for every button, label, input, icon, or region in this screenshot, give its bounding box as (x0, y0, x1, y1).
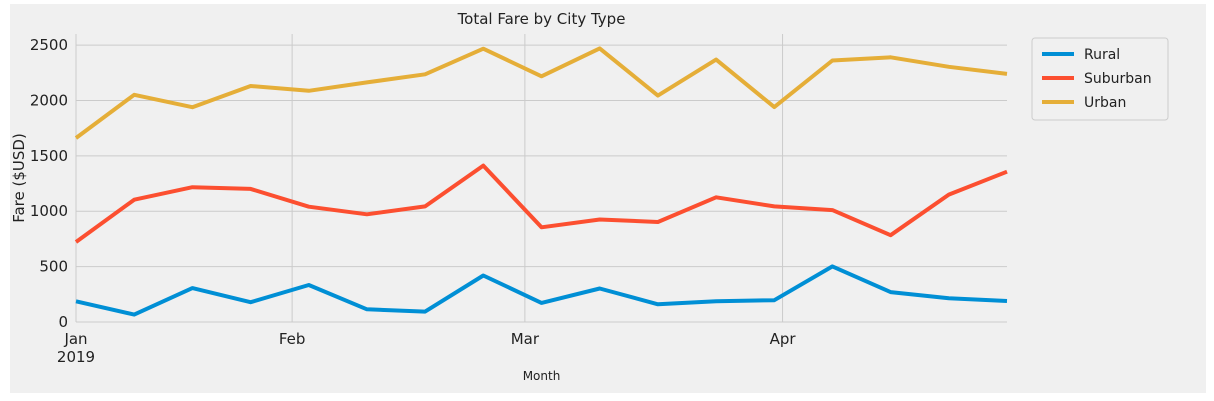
x-tick-label: Feb (279, 330, 306, 348)
x-axis-label: Month (523, 369, 561, 383)
x-tick-label: Apr (770, 330, 797, 348)
series-line-suburban (74, 163, 1008, 244)
series-line-urban (74, 46, 1008, 140)
x-tick-label: Mar (511, 330, 540, 348)
grid (75, 34, 1007, 323)
y-axis-label: Fare ($USD) (10, 133, 28, 223)
legend-label-suburban: Suburban (1084, 71, 1152, 87)
line-chart: Total Fare by City Type 0 500 1000 1500 2000… (10, 10, 1169, 383)
chart-title: Total Fare by City Type (457, 10, 626, 28)
legend-box (1031, 37, 1169, 121)
legend-label-urban: Urban (1084, 95, 1126, 111)
x-tick-sublabel: 2019 (57, 348, 95, 366)
y-tick-label: 2500 (30, 36, 68, 54)
y-tick-label: 500 (39, 258, 68, 276)
series-lines (74, 46, 1008, 317)
legend: Rural Suburban Urban (1031, 37, 1169, 121)
series-line-rural (75, 264, 1008, 317)
chart-figure: Total Fare by City Type 0 500 1000 1500 2000… (10, 4, 1206, 393)
y-tick-labels: 0 500 1000 1500 2000 2500 (30, 36, 68, 331)
y-tick-label: 2000 (30, 91, 68, 109)
y-tick-label: 0 (58, 313, 68, 331)
legend-label-rural: Rural (1084, 47, 1120, 63)
x-tick-label: Jan (63, 330, 87, 348)
y-tick-label: 1500 (30, 147, 68, 165)
y-tick-label: 1000 (30, 202, 68, 220)
